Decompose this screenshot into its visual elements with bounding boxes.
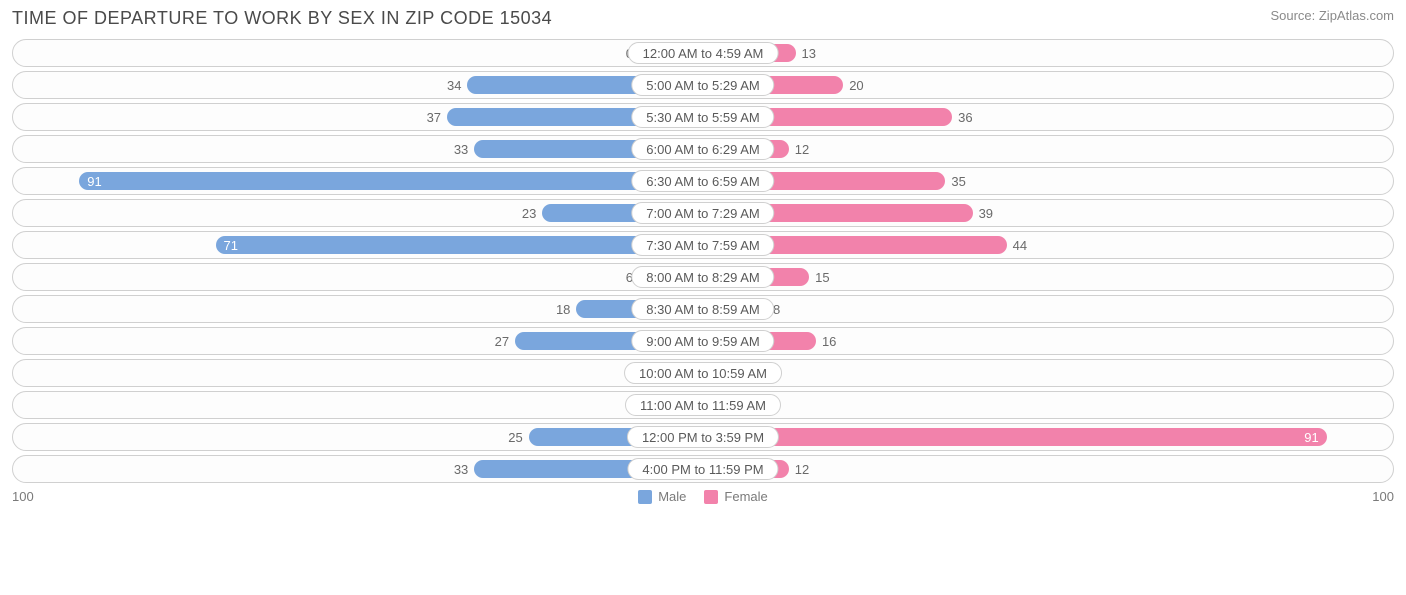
legend-female-swatch <box>704 490 718 504</box>
female-value: 20 <box>849 78 863 93</box>
male-bar: 71 <box>216 236 700 254</box>
row-time-label: 5:30 AM to 5:59 AM <box>631 106 774 128</box>
chart-row: 34 20 5:00 AM to 5:29 AM <box>12 71 1394 99</box>
chart-row: 71 44 7:30 AM to 7:59 AM <box>12 231 1394 259</box>
male-value: 71 <box>224 238 238 253</box>
row-time-label: 12:00 PM to 3:59 PM <box>627 426 779 448</box>
row-time-label: 4:00 PM to 11:59 PM <box>627 458 778 480</box>
female-value: 13 <box>802 46 816 61</box>
row-time-label: 9:00 AM to 9:59 AM <box>631 330 774 352</box>
male-value: 37 <box>427 110 441 125</box>
female-value: 44 <box>1013 238 1027 253</box>
axis-right-max: 100 <box>1372 489 1394 504</box>
female-value: 12 <box>795 142 809 157</box>
chart-header: TIME OF DEPARTURE TO WORK BY SEX IN ZIP … <box>12 8 1394 29</box>
axis-left-max: 100 <box>12 489 34 504</box>
row-time-label: 8:00 AM to 8:29 AM <box>631 266 774 288</box>
legend-male-swatch <box>638 490 652 504</box>
legend-female: Female <box>704 489 767 504</box>
row-time-label: 7:00 AM to 7:29 AM <box>631 202 774 224</box>
row-time-label: 12:00 AM to 4:59 AM <box>628 42 779 64</box>
male-value: 33 <box>454 142 468 157</box>
female-value: 91 <box>1304 430 1318 445</box>
row-time-label: 11:00 AM to 11:59 AM <box>625 394 781 416</box>
male-value: 27 <box>495 334 509 349</box>
row-time-label: 10:00 AM to 10:59 AM <box>624 362 782 384</box>
chart-title: TIME OF DEPARTURE TO WORK BY SEX IN ZIP … <box>12 8 552 29</box>
row-time-label: 6:30 AM to 6:59 AM <box>631 170 774 192</box>
chart-row: 01312:00 AM to 4:59 AM <box>12 39 1394 67</box>
row-time-label: 6:00 AM to 6:29 AM <box>631 138 774 160</box>
male-value: 23 <box>522 206 536 221</box>
male-value: 91 <box>87 174 101 189</box>
chart-row: 25 91 12:00 PM to 3:59 PM <box>12 423 1394 451</box>
chart-row: 1888:30 AM to 8:59 AM <box>12 295 1394 323</box>
chart-row: 33 12 6:00 AM to 6:29 AM <box>12 135 1394 163</box>
chart-row: 0011:00 AM to 11:59 AM <box>12 391 1394 419</box>
chart-footer: 100 Male Female 100 <box>12 489 1394 504</box>
chart-row: 6158:00 AM to 8:29 AM <box>12 263 1394 291</box>
male-value: 18 <box>556 302 570 317</box>
female-value: 36 <box>958 110 972 125</box>
male-value: 33 <box>454 462 468 477</box>
row-time-label: 5:00 AM to 5:29 AM <box>631 74 774 96</box>
male-value: 34 <box>447 78 461 93</box>
female-value: 35 <box>951 174 965 189</box>
chart-source: Source: ZipAtlas.com <box>1270 8 1394 23</box>
chart-row: 9010:00 AM to 10:59 AM <box>12 359 1394 387</box>
row-time-label: 8:30 AM to 8:59 AM <box>631 298 774 320</box>
male-bar: 91 <box>79 172 699 190</box>
female-value: 39 <box>979 206 993 221</box>
chart-row: 23 39 7:00 AM to 7:29 AM <box>12 199 1394 227</box>
chart-row: 91 35 6:30 AM to 6:59 AM <box>12 167 1394 195</box>
legend-female-label: Female <box>724 489 767 504</box>
male-value: 25 <box>508 430 522 445</box>
chart-row: 37 36 5:30 AM to 5:59 AM <box>12 103 1394 131</box>
female-bar: 91 <box>707 428 1327 446</box>
female-value: 15 <box>815 270 829 285</box>
chart-row: 27 16 9:00 AM to 9:59 AM <box>12 327 1394 355</box>
row-time-label: 7:30 AM to 7:59 AM <box>631 234 774 256</box>
female-value: 16 <box>822 334 836 349</box>
legend-male-label: Male <box>658 489 686 504</box>
diverging-bar-chart: 01312:00 AM to 4:59 AM34205:00 AM to 5:2… <box>12 39 1394 483</box>
legend: Male Female <box>638 489 768 504</box>
legend-male: Male <box>638 489 686 504</box>
chart-row: 33 12 4:00 PM to 11:59 PM <box>12 455 1394 483</box>
female-value: 12 <box>795 462 809 477</box>
